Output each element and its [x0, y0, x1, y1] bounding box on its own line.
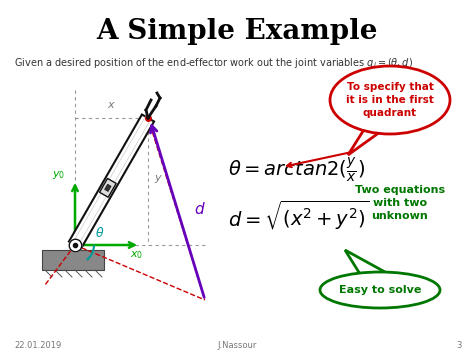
Text: $x$: $x$ [107, 100, 116, 110]
Text: Given a desired position of the end-effector work out the joint variables $q_i =: Given a desired position of the end-effe… [14, 56, 413, 70]
Polygon shape [69, 115, 154, 248]
Text: $\theta = arctan2(\frac{y}{x})$: $\theta = arctan2(\frac{y}{x})$ [228, 155, 365, 185]
Ellipse shape [320, 272, 440, 308]
Ellipse shape [330, 66, 450, 134]
Text: $d = \sqrt{(x^2 + y^2)}$: $d = \sqrt{(x^2 + y^2)}$ [228, 198, 369, 231]
Text: 22.01.2019: 22.01.2019 [14, 341, 61, 350]
Text: To specify that
it is in the first
quadrant: To specify that it is in the first quadr… [346, 82, 434, 118]
Text: $\theta$: $\theta$ [95, 226, 104, 240]
Text: Easy to solve: Easy to solve [339, 285, 421, 295]
Polygon shape [100, 179, 116, 197]
Text: $y_0$: $y_0$ [53, 169, 65, 181]
Polygon shape [348, 128, 380, 155]
Text: $d$: $d$ [194, 201, 206, 217]
Text: $x_0$: $x_0$ [130, 249, 144, 261]
Text: 3: 3 [456, 341, 462, 350]
Text: A Simple Example: A Simple Example [96, 18, 378, 45]
Bar [42, 250, 104, 270]
Polygon shape [345, 250, 385, 274]
Text: $y$: $y$ [154, 173, 163, 185]
Text: J.Nassour: J.Nassour [217, 341, 257, 350]
Polygon shape [105, 184, 111, 191]
Text: Two equations
with two
unknown: Two equations with two unknown [355, 185, 445, 222]
